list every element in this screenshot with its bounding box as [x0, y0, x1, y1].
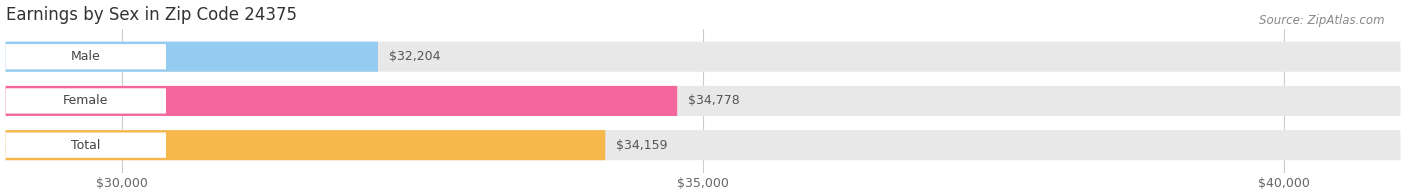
Text: Female: Female: [63, 94, 108, 107]
FancyBboxPatch shape: [6, 42, 378, 72]
FancyBboxPatch shape: [6, 88, 166, 113]
FancyBboxPatch shape: [6, 130, 1400, 160]
Text: $34,778: $34,778: [689, 94, 740, 107]
Text: $34,159: $34,159: [616, 139, 668, 152]
Text: $32,204: $32,204: [389, 50, 440, 63]
FancyBboxPatch shape: [6, 42, 1400, 72]
Text: Male: Male: [70, 50, 101, 63]
FancyBboxPatch shape: [6, 86, 678, 116]
Text: Source: ZipAtlas.com: Source: ZipAtlas.com: [1260, 14, 1385, 27]
FancyBboxPatch shape: [6, 44, 166, 69]
FancyBboxPatch shape: [6, 130, 605, 160]
FancyBboxPatch shape: [6, 132, 166, 158]
FancyBboxPatch shape: [6, 86, 1400, 116]
Text: Total: Total: [72, 139, 100, 152]
Text: Earnings by Sex in Zip Code 24375: Earnings by Sex in Zip Code 24375: [6, 5, 297, 24]
